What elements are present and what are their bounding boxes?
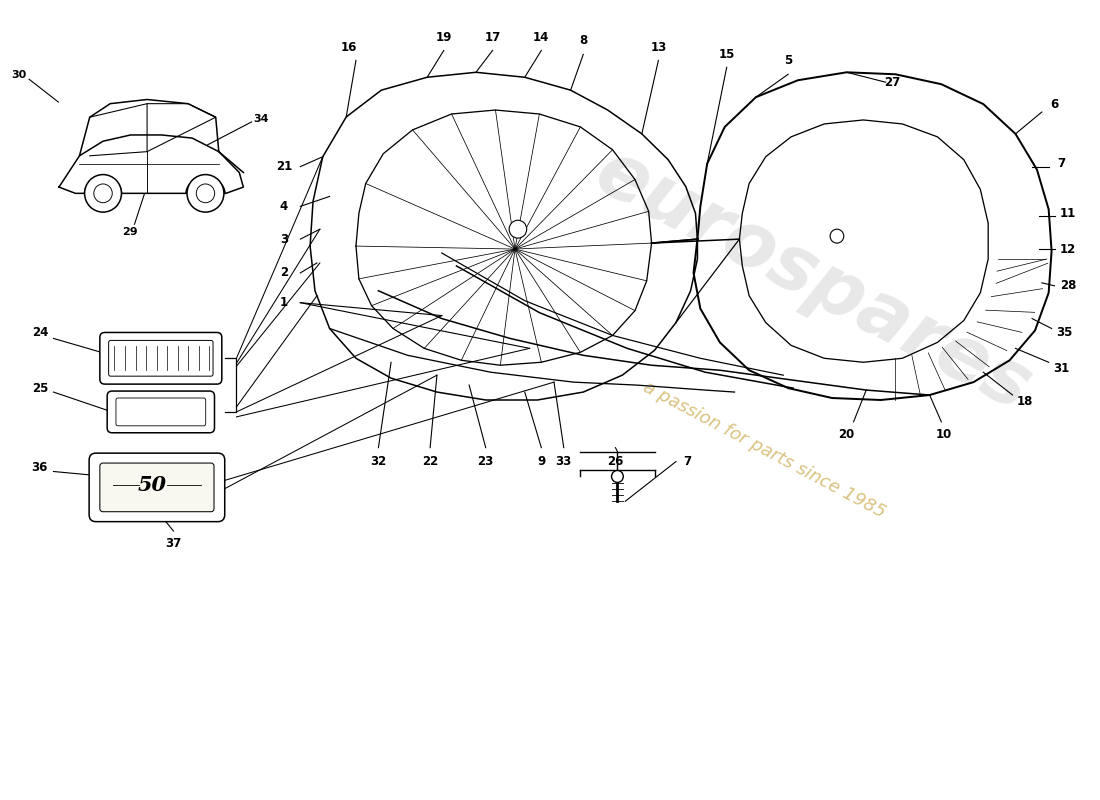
Text: 18: 18: [1018, 395, 1033, 409]
Text: 15: 15: [718, 48, 735, 61]
Circle shape: [509, 220, 527, 238]
Circle shape: [85, 174, 121, 212]
FancyBboxPatch shape: [116, 398, 206, 426]
FancyBboxPatch shape: [100, 463, 214, 512]
Text: 22: 22: [422, 455, 438, 468]
Text: 25: 25: [32, 382, 48, 394]
Circle shape: [830, 229, 844, 243]
Text: 19: 19: [436, 31, 452, 44]
Text: 1: 1: [279, 296, 288, 309]
Text: 30: 30: [12, 70, 28, 80]
FancyBboxPatch shape: [107, 391, 214, 433]
Text: 6: 6: [1050, 98, 1058, 110]
Circle shape: [196, 184, 214, 202]
Text: 23: 23: [477, 455, 494, 468]
Text: 37: 37: [165, 538, 182, 550]
Text: 35: 35: [1056, 326, 1072, 339]
Text: 11: 11: [1060, 207, 1076, 220]
Text: 13: 13: [650, 41, 667, 54]
Text: 4: 4: [279, 200, 288, 213]
Text: 26: 26: [607, 455, 624, 468]
Text: 29: 29: [122, 227, 138, 237]
Text: 3: 3: [279, 233, 288, 246]
Text: 14: 14: [534, 31, 550, 44]
Text: 27: 27: [884, 76, 901, 89]
Text: 36: 36: [32, 461, 48, 474]
Text: 10: 10: [936, 428, 953, 442]
Text: 12: 12: [1060, 242, 1076, 255]
Text: 8: 8: [580, 34, 587, 47]
Text: eurospares: eurospares: [582, 135, 1043, 427]
Text: 21: 21: [276, 160, 292, 173]
Text: 34: 34: [254, 114, 270, 124]
Text: 7: 7: [683, 455, 692, 468]
Text: 24: 24: [32, 326, 48, 339]
Circle shape: [612, 470, 624, 482]
Text: 20: 20: [838, 428, 855, 442]
Text: 2: 2: [279, 266, 288, 279]
Text: 9: 9: [537, 455, 546, 468]
FancyBboxPatch shape: [100, 333, 222, 384]
Circle shape: [187, 174, 224, 212]
Text: 5: 5: [784, 54, 792, 67]
Text: 50: 50: [138, 475, 166, 495]
Text: 28: 28: [1060, 279, 1077, 292]
Text: 17: 17: [484, 31, 500, 44]
Text: 31: 31: [1053, 362, 1069, 374]
Circle shape: [94, 184, 112, 202]
FancyBboxPatch shape: [89, 453, 224, 522]
Text: 32: 32: [371, 455, 386, 468]
Text: 16: 16: [341, 41, 358, 54]
Text: 7: 7: [1057, 157, 1066, 170]
Text: a passion for parts since 1985: a passion for parts since 1985: [639, 378, 888, 522]
Text: 33: 33: [556, 455, 572, 468]
FancyBboxPatch shape: [109, 341, 213, 376]
